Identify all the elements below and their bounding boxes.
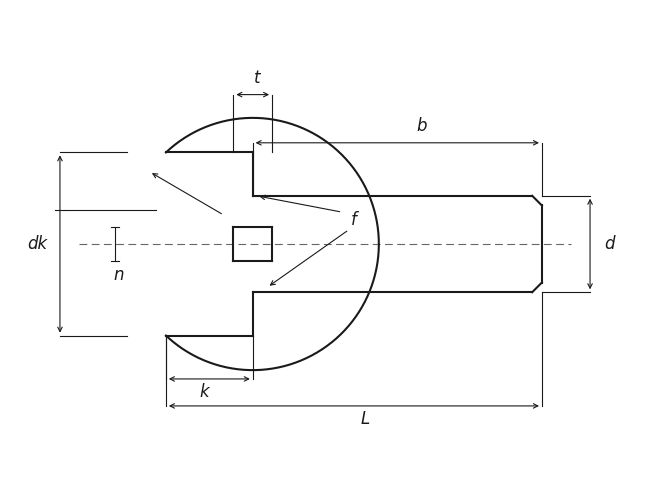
Text: dk: dk <box>28 235 48 253</box>
Text: L: L <box>361 410 370 428</box>
Text: k: k <box>200 384 209 402</box>
Text: n: n <box>113 266 124 284</box>
Text: t: t <box>254 69 261 87</box>
Text: d: d <box>604 235 614 253</box>
Text: b: b <box>416 118 426 135</box>
Text: f: f <box>351 211 357 229</box>
